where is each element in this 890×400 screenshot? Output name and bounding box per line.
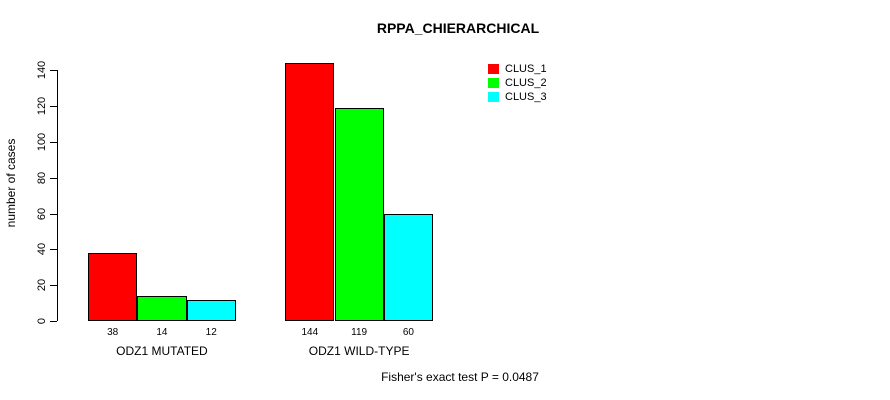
bar-clus_1-odz1-wild-type bbox=[285, 63, 335, 321]
bar-clus_2-odz1-wild-type bbox=[334, 107, 384, 321]
bar-value-label: 119 bbox=[351, 327, 368, 338]
y-tick-label: 120 bbox=[36, 97, 48, 116]
bar-clus_1-odz1-mutated bbox=[88, 252, 138, 321]
x-category-label: ODZ1 MUTATED bbox=[116, 344, 208, 358]
y-tick bbox=[50, 142, 57, 143]
bar-clus_3-odz1-wild-type bbox=[383, 213, 434, 321]
y-tick-label: 80 bbox=[36, 171, 48, 184]
y-tick-label: 0 bbox=[36, 317, 48, 325]
fisher-test-annotation: Fisher's exact test P = 0.0487 bbox=[381, 370, 539, 384]
legend-item-clus_2: CLUS_2 bbox=[488, 76, 547, 90]
y-tick bbox=[50, 285, 57, 287]
legend-swatch-icon bbox=[488, 78, 499, 88]
legend-swatch-icon bbox=[488, 64, 499, 74]
y-tick bbox=[50, 106, 57, 108]
bar-value-label: 60 bbox=[402, 327, 414, 338]
legend-item-clus_1: CLUS_1 bbox=[488, 62, 547, 76]
y-tick bbox=[50, 70, 57, 72]
bar-value-label: 144 bbox=[301, 327, 319, 338]
y-tick-label: 100 bbox=[36, 132, 48, 152]
bar-clus_3-odz1-mutated bbox=[186, 299, 236, 321]
legend-swatch-icon bbox=[488, 92, 499, 102]
y-tick bbox=[50, 249, 57, 251]
y-tick bbox=[50, 213, 57, 215]
chart-title: RPPA_CHIERARCHICAL bbox=[376, 20, 540, 36]
legend-label: CLUS_3 bbox=[505, 91, 547, 103]
legend-item-clus_3: CLUS_3 bbox=[488, 90, 547, 104]
y-tick-label: 60 bbox=[36, 207, 48, 220]
y-tick bbox=[50, 321, 57, 322]
x-category-label: ODZ1 WILD-TYPE bbox=[308, 344, 410, 358]
y-tick-label: 40 bbox=[36, 243, 48, 256]
y-axis-line bbox=[57, 70, 58, 321]
y-tick-label: 20 bbox=[36, 279, 48, 292]
legend-label: CLUS_1 bbox=[505, 63, 547, 75]
legend-label: CLUS_2 bbox=[505, 77, 547, 89]
y-tick-label: 140 bbox=[36, 61, 48, 80]
bar-value-label: 14 bbox=[156, 327, 168, 338]
legend: CLUS_1 CLUS_2 CLUS_3 bbox=[488, 62, 547, 104]
bar-clus_2-odz1-mutated bbox=[137, 295, 187, 321]
bar-value-label: 38 bbox=[107, 327, 119, 338]
bar-value-label: 12 bbox=[205, 327, 217, 338]
y-tick bbox=[50, 177, 57, 179]
